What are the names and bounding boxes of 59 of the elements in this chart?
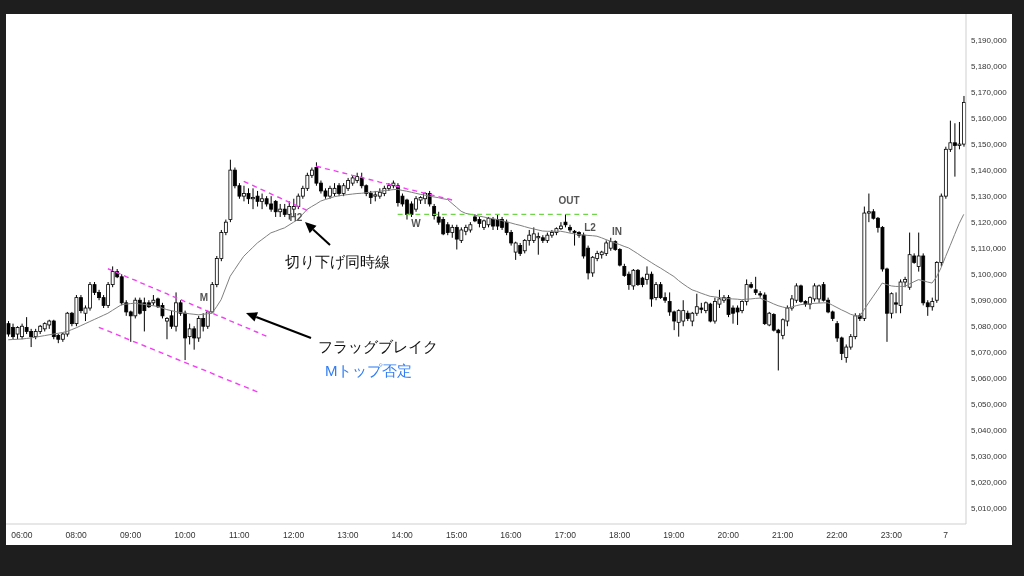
candlestick	[898, 278, 903, 314]
x-tick-label: 20:00	[717, 530, 740, 541]
x-tick-label: 06:00	[11, 530, 33, 541]
y-tick-label: 5,130,000	[971, 191, 1008, 201]
x-tick-label: 21:00	[771, 530, 794, 541]
y-tick-label: 5,050,000	[971, 400, 1008, 410]
annotation: M	[199, 291, 209, 303]
annotation: IN	[612, 225, 622, 237]
candlestick	[142, 297, 147, 332]
candlestick	[65, 311, 70, 338]
y-tick-label: 5,080,000	[971, 322, 1008, 332]
y-tick-label: 5,090,000	[971, 296, 1008, 306]
y-tick-label: 5,100,000	[971, 270, 1008, 280]
annotation: 切り下げ同時線	[285, 252, 390, 271]
x-tick-label: 10:00	[174, 530, 196, 541]
y-tick-label: 5,170,000	[971, 87, 1008, 97]
x-tick-label: 18:00	[608, 530, 631, 541]
annotation: L2	[584, 221, 596, 233]
candlestick	[536, 232, 541, 256]
candlestick	[631, 268, 636, 291]
x-tick-label: 17:00	[554, 530, 577, 541]
y-tick-label: 5,060,000	[971, 374, 1008, 384]
annotation: フラッグブレイク	[318, 337, 438, 356]
annotation: H2	[289, 211, 303, 223]
y-tick-label: 5,010,000	[971, 504, 1008, 514]
x-tick-label: 7	[943, 530, 949, 541]
candlestick	[735, 304, 740, 326]
line-series	[98, 326, 259, 393]
y-tick-label: 5,030,000	[971, 452, 1008, 462]
candlestick	[681, 299, 686, 327]
candlestick	[196, 315, 201, 343]
y-tick-label: 5,150,000	[971, 139, 1008, 149]
annotation: W	[411, 217, 421, 229]
x-tick-label: 15:00	[445, 530, 468, 541]
x-tick-label: 11:00	[228, 530, 250, 541]
y-tick-label: 5,140,000	[971, 165, 1008, 175]
candlestick	[454, 224, 459, 250]
x-tick-label: 13:00	[337, 530, 359, 541]
y-tick-label: 5,160,000	[971, 113, 1008, 123]
x-tick-label: 09:00	[119, 530, 142, 541]
annotation: Mトップ否定	[325, 361, 413, 380]
y-tick-label: 5,040,000	[971, 426, 1008, 436]
x-tick-label: 12:00	[282, 530, 305, 541]
x-tick-label: 22:00	[826, 530, 848, 541]
candlestick	[287, 200, 292, 221]
annotation: OUT	[558, 194, 580, 206]
x-tick-label: 23:00	[880, 530, 903, 541]
y-tick-label: 5,070,000	[971, 348, 1008, 358]
x-tick-label: 14:00	[391, 530, 414, 541]
x-tick-label: 16:00	[500, 530, 522, 541]
y-tick-label: 5,110,000	[971, 244, 1007, 254]
y-tick-label: 5,180,000	[971, 61, 1008, 71]
candlestick	[676, 308, 681, 338]
x-tick-label: 08:00	[65, 530, 88, 541]
y-tick-label: 5,020,000	[971, 478, 1008, 488]
x-tick-label: 19:00	[663, 530, 685, 541]
y-tick-label: 5,120,000	[971, 218, 1008, 227]
y-tick-label: 5,190,000	[971, 35, 1008, 45]
candlestick	[753, 276, 758, 296]
